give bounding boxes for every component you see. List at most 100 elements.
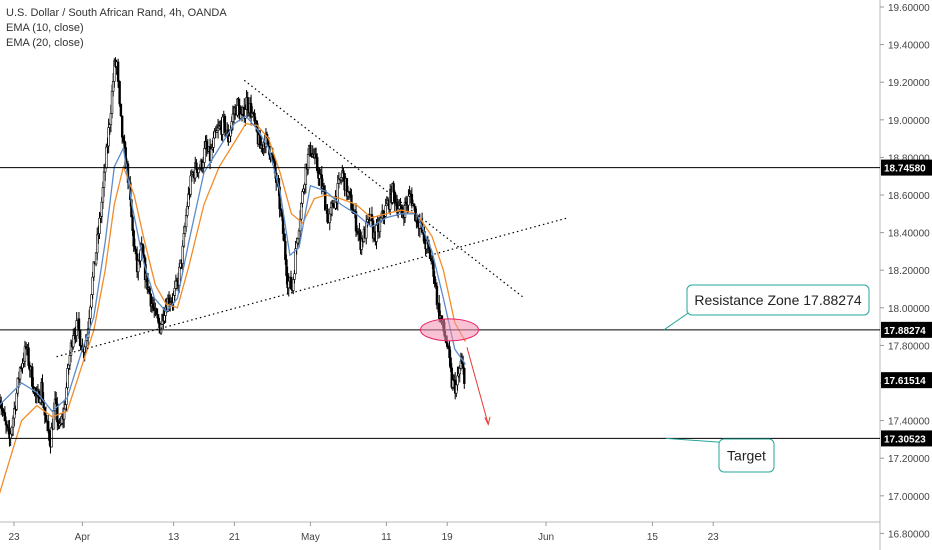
candle-body (221, 116, 224, 135)
candle-body (393, 191, 396, 204)
candle-body (142, 254, 146, 259)
candle-body (27, 347, 30, 366)
price-tag-background (881, 430, 932, 447)
candle-body (300, 203, 303, 220)
candle (90, 293, 93, 310)
candle-body (122, 136, 125, 142)
price-axis[interactable]: 16.8000017.0000017.2000017.4000017.60000… (880, 3, 932, 540)
target-callout-text: Target (727, 448, 766, 464)
candle-body (163, 315, 166, 322)
candle-body (116, 61, 120, 82)
candle-body (205, 141, 208, 149)
candle-body (111, 80, 115, 92)
symbol-title[interactable]: U.S. Dollar / South African Rand, 4h, OA… (6, 7, 227, 19)
candle-body (137, 260, 140, 273)
ema10-legend[interactable]: EMA (10, close) (6, 22, 84, 34)
price-tag[interactable]: 17.61514 (881, 372, 932, 389)
candle-body (297, 230, 301, 240)
candle (116, 58, 120, 88)
price-tag[interactable]: 18.74580 (881, 159, 932, 176)
candle-body (314, 153, 318, 158)
candle-body (181, 245, 184, 264)
candle (94, 252, 98, 267)
candle-body (228, 135, 231, 143)
candle-body (412, 203, 416, 207)
target-arrow-shaft (466, 347, 489, 425)
drawing-overlay: Resistance Zone 17.88274 Target (0, 79, 880, 473)
candle-body (461, 363, 465, 369)
candle-body (449, 357, 452, 369)
price-tick-label: 19.60000 (888, 3, 930, 14)
candle-body (309, 144, 312, 154)
price-tick-label: 19.40000 (888, 41, 930, 52)
candle-body (67, 364, 70, 369)
trendline-descending[interactable] (243, 79, 526, 299)
candle-body (44, 414, 48, 423)
time-tick-label: Apr (75, 532, 91, 543)
price-tag[interactable]: 17.88274 (881, 321, 932, 338)
candle-body (134, 248, 138, 255)
time-axis[interactable]: 23 Apr 13 21 May 11 19 Jun 15 23 (8, 522, 719, 543)
candle-body (104, 167, 107, 173)
target-callout[interactable]: Target (665, 437, 775, 473)
candle-body (284, 240, 287, 260)
candle-body (75, 320, 78, 336)
candle-body (13, 408, 16, 419)
candle-body (183, 226, 187, 234)
candle-body (89, 306, 92, 319)
candle-body (292, 279, 295, 291)
candle-body (271, 154, 274, 159)
candle-body (339, 177, 343, 181)
price-tick-label: 18.40000 (888, 229, 930, 240)
candle-body (186, 206, 189, 216)
candle-body (455, 384, 458, 394)
resistance-zone-callout-text: Resistance Zone 17.88274 (694, 292, 862, 308)
candle-body (246, 97, 249, 111)
price-tick-label: 19.20000 (888, 78, 930, 89)
candle-body (203, 148, 206, 163)
candle-body (349, 191, 352, 196)
candle (27, 342, 30, 369)
ema20-line (0, 122, 466, 495)
ema10-line (0, 115, 466, 413)
ema20-legend[interactable]: EMA (20, close) (6, 37, 84, 49)
candle-body (15, 392, 18, 410)
resistance-zone-callout-pointer (663, 310, 692, 331)
time-tick-label: 15 (647, 532, 659, 543)
candle-body (365, 221, 368, 239)
candle-body (52, 410, 56, 430)
candle-body (195, 162, 198, 170)
candle-body (342, 170, 345, 174)
candle-body (182, 233, 186, 247)
price-tag-label: 17.88274 (884, 326, 926, 337)
price-tick-label: 18.80000 (888, 153, 930, 164)
trendline-ascending[interactable] (56, 216, 569, 358)
price-tick-label: 18.60000 (888, 191, 930, 202)
time-tick-label: 19 (442, 532, 454, 543)
candle-body (131, 216, 134, 231)
candle-body (289, 276, 293, 290)
price-tag[interactable]: 17.30523 (881, 430, 932, 447)
candle-body (151, 303, 155, 308)
price-tag-label: 17.30523 (884, 434, 926, 445)
candle-body (39, 398, 42, 403)
candle-body (65, 387, 68, 405)
price-tick-label: 17.80000 (888, 341, 930, 352)
candle-body (237, 98, 240, 107)
price-tag-label: 17.61514 (884, 376, 926, 387)
chart-legend: U.S. Dollar / South African Rand, 4h, OA… (6, 6, 227, 51)
candle-body (123, 140, 126, 148)
candle-body (108, 124, 111, 128)
candle-body (101, 187, 105, 203)
time-tick-label: 21 (229, 532, 241, 543)
resistance-zone-ellipse[interactable] (419, 318, 479, 342)
candle-body (306, 153, 310, 170)
candle (120, 115, 124, 144)
candle (31, 363, 34, 388)
candle-body (46, 421, 50, 432)
candle-body (445, 342, 449, 347)
resistance-zone-callout[interactable]: Resistance Zone 17.88274 (663, 284, 870, 331)
candle-body (94, 252, 98, 265)
